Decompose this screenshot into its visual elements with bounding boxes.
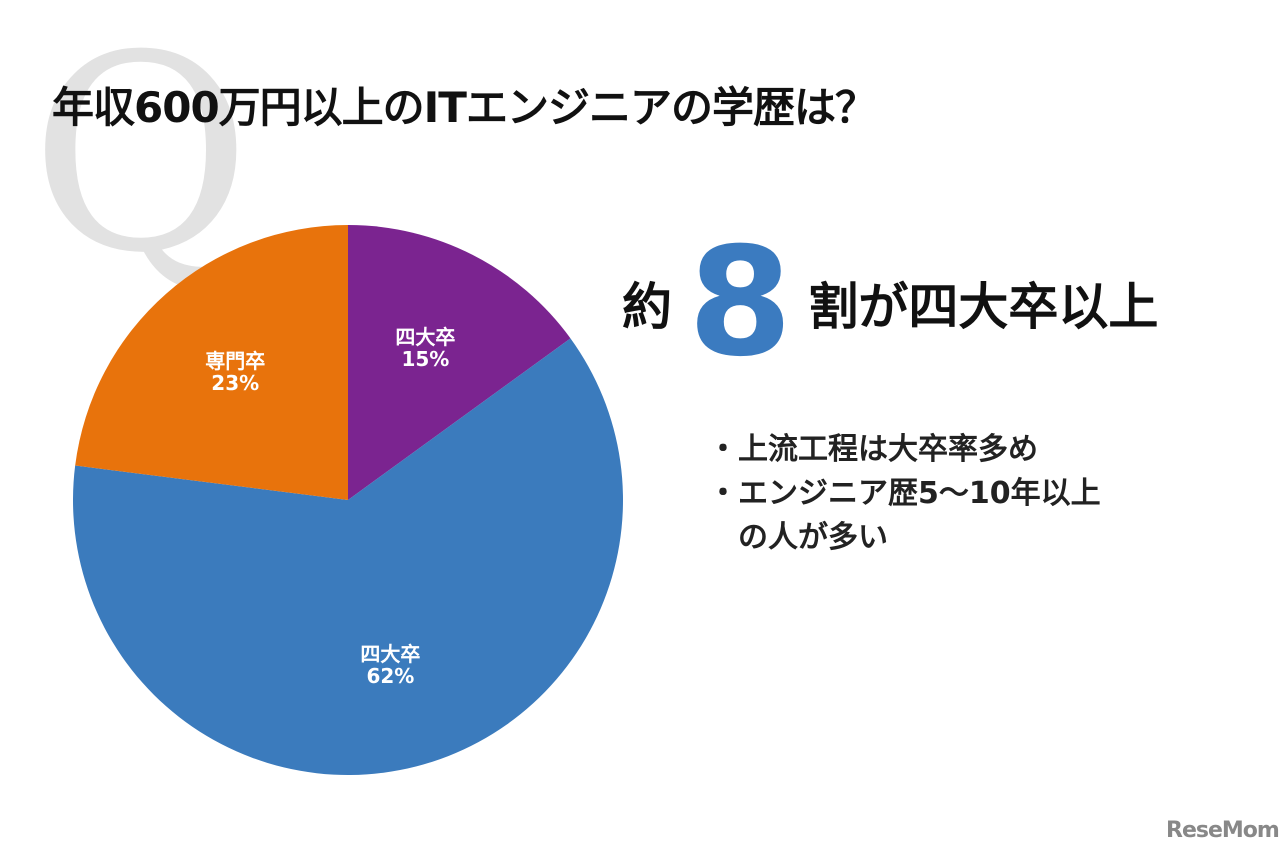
bullet-dot: ・ <box>708 476 738 511</box>
headline-number: 8 <box>688 216 793 390</box>
slice-value-label: 23% <box>211 371 259 395</box>
resemom-logo: ReseMom <box>1166 818 1280 843</box>
slice-category-label: 四大卒 <box>395 325 455 349</box>
pie-slice <box>348 225 571 500</box>
slice-value-label: 62% <box>366 664 414 688</box>
headline: 約 8 割が四大卒以上 <box>622 228 1158 378</box>
bullet-list: ・上流工程は大卒率多め ・エンジニア歴5〜10年以上 の人が多い <box>708 428 1101 560</box>
bullet-item: ・エンジニア歴5〜10年以上 の人が多い <box>708 472 1101 560</box>
pie-slice <box>75 225 348 500</box>
slice-category-label: 四大卒 <box>360 642 420 666</box>
headline-pre: 約 <box>622 278 672 336</box>
q-watermark: Q <box>30 0 252 312</box>
bullet-text-line2: の人が多い <box>738 520 888 555</box>
page-title: 年収600万円以上のITエンジニアの学歴は？ <box>52 83 877 132</box>
slice-value-label: 15% <box>401 347 449 371</box>
slice-category-label: 専門卒 <box>205 349 265 373</box>
pie-slice <box>73 338 624 776</box>
bullet-dot: ・ <box>708 432 738 467</box>
bullet-item: ・上流工程は大卒率多め <box>708 428 1101 472</box>
bullet-text: 上流工程は大卒率多め <box>738 432 1038 467</box>
headline-post: 割が四大卒以上 <box>808 278 1159 336</box>
bullet-text-line1: エンジニア歴5〜10年以上 <box>738 476 1101 511</box>
